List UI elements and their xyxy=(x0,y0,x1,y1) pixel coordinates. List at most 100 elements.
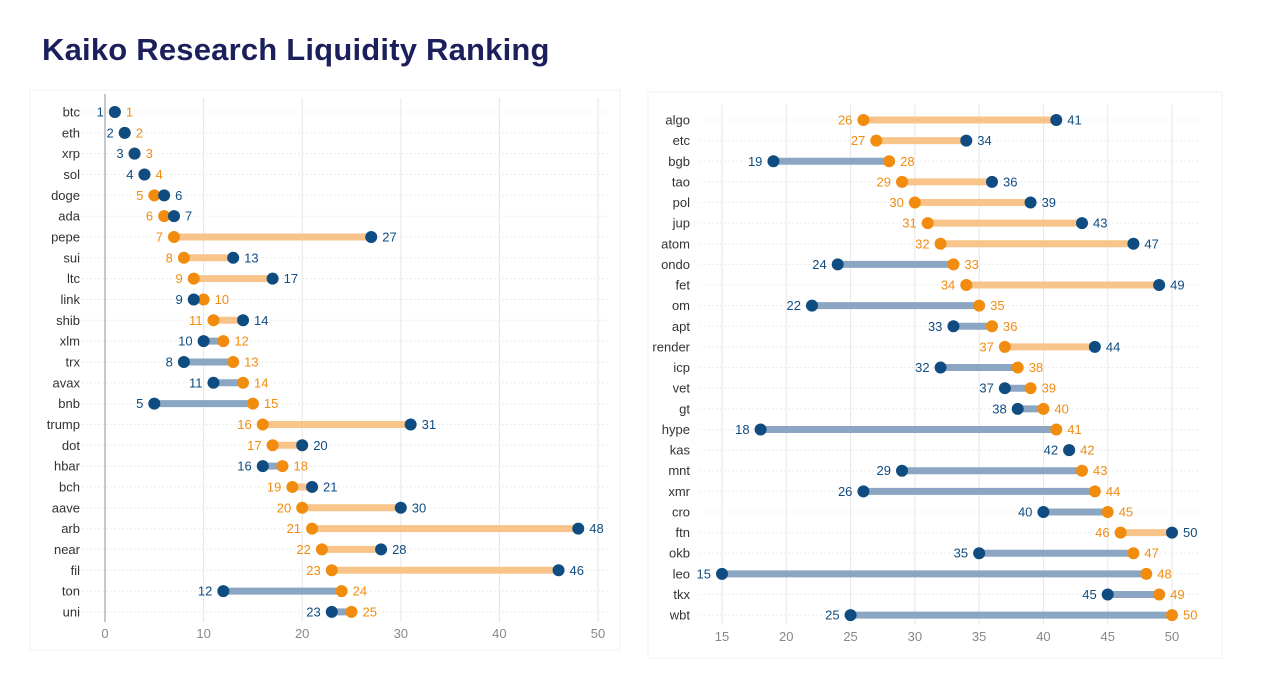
blue-dot xyxy=(1050,114,1063,126)
orange-dot xyxy=(1101,505,1114,518)
x-tick-label: 0 xyxy=(101,626,108,641)
blue-dot xyxy=(128,147,141,160)
orange-value-label: 23 xyxy=(306,563,320,578)
category-label: ada xyxy=(58,209,80,224)
row-ftn: ftn 50 46 xyxy=(676,525,1200,540)
panel-border xyxy=(29,89,621,651)
blue-value-label: 9 xyxy=(176,292,183,307)
blue-value-label: 45 xyxy=(1082,587,1096,602)
row-algo: algo 41 26 xyxy=(665,113,1200,128)
blue-value-label: 5 xyxy=(136,396,143,411)
blue-value-label: 29 xyxy=(877,463,891,478)
orange-value-label: 12 xyxy=(234,334,248,349)
category-label: arb xyxy=(61,521,80,536)
category-label: vet xyxy=(673,381,691,396)
blue-dot xyxy=(947,320,960,333)
row-jup: jup 43 31 xyxy=(672,216,1200,231)
blue-dot xyxy=(831,258,844,271)
orange-dot xyxy=(896,175,908,188)
orange-dot xyxy=(246,397,259,410)
blue-value-label: 6 xyxy=(175,188,182,203)
category-label: hbar xyxy=(54,459,81,474)
blue-dot xyxy=(256,460,269,473)
orange-value-label: 2 xyxy=(136,125,143,140)
category-label: shib xyxy=(56,313,80,328)
row-cro: cro 40 45 xyxy=(672,504,1200,519)
orange-dot xyxy=(148,189,161,202)
orange-value-label: 37 xyxy=(979,339,993,354)
row-vet: vet 37 39 xyxy=(673,381,1200,396)
category-label: om xyxy=(672,298,690,313)
orange-value-label: 36 xyxy=(1003,319,1017,334)
orange-dot xyxy=(934,237,947,250)
orange-dot xyxy=(1037,402,1050,415)
orange-dot xyxy=(1024,382,1037,395)
row-eth: eth 2 2 xyxy=(62,125,610,140)
x-tick-label: 20 xyxy=(295,626,309,641)
row-pol: pol 39 30 xyxy=(673,195,1200,210)
blue-value-label: 28 xyxy=(392,542,406,557)
row-link: link 9 10 xyxy=(60,292,610,307)
category-label: doge xyxy=(51,188,80,203)
x-tick-label: 35 xyxy=(972,629,986,644)
row-bnb: bnb 5 15 xyxy=(58,396,610,411)
orange-value-label: 50 xyxy=(1183,608,1197,623)
blue-dot xyxy=(716,567,728,580)
orange-dot xyxy=(1127,547,1140,560)
orange-dot xyxy=(1076,464,1088,477)
orange-dot xyxy=(986,320,998,333)
orange-dot xyxy=(960,279,973,292)
row-fet: fet 49 34 xyxy=(676,278,1200,293)
blue-value-label: 21 xyxy=(323,479,337,494)
category-label: near xyxy=(54,542,81,557)
orange-dot xyxy=(973,299,986,312)
blue-dot xyxy=(365,230,378,243)
orange-value-label: 45 xyxy=(1119,504,1133,519)
x-tick-label: 20 xyxy=(779,629,793,644)
orange-dot xyxy=(921,217,934,230)
category-label: leo xyxy=(673,566,690,581)
orange-dot xyxy=(306,522,319,535)
blue-dot xyxy=(138,168,151,181)
blue-value-label: 44 xyxy=(1106,339,1120,354)
blue-dot xyxy=(1076,217,1088,230)
orange-value-label: 15 xyxy=(264,396,278,411)
blue-value-label: 41 xyxy=(1067,113,1081,128)
orange-value-label: 18 xyxy=(293,459,307,474)
row-pepe: pepe 27 7 xyxy=(51,229,610,244)
orange-dot xyxy=(1114,526,1127,539)
blue-dot xyxy=(1063,444,1076,457)
category-label: aave xyxy=(52,500,80,515)
orange-dot xyxy=(237,376,250,389)
blue-dot xyxy=(266,272,279,285)
category-label: fil xyxy=(71,563,81,578)
blue-dot xyxy=(857,485,870,498)
blue-dot xyxy=(158,189,171,202)
category-label: btc xyxy=(63,105,81,120)
orange-value-label: 21 xyxy=(287,521,301,536)
orange-dot xyxy=(168,230,181,243)
orange-dot xyxy=(315,543,328,556)
row-doge: doge 6 5 xyxy=(51,188,610,203)
blue-value-label: 24 xyxy=(812,257,826,272)
orange-dot xyxy=(286,480,299,493)
orange-value-label: 19 xyxy=(267,479,281,494)
blue-dot xyxy=(1153,279,1166,292)
category-label: link xyxy=(60,292,80,307)
row-bgb: bgb 19 28 xyxy=(668,154,1200,169)
category-label: apt xyxy=(672,319,690,334)
blue-value-label: 43 xyxy=(1093,216,1107,231)
orange-value-label: 6 xyxy=(146,209,153,224)
row-tkx: tkx 45 49 xyxy=(673,587,1200,602)
category-label: dot xyxy=(62,438,80,453)
row-mnt: mnt 29 43 xyxy=(668,463,1200,478)
blue-dot xyxy=(754,423,767,436)
blue-dot xyxy=(960,134,973,147)
category-label: tao xyxy=(672,174,690,189)
blue-value-label: 17 xyxy=(284,271,298,286)
orange-dot xyxy=(1166,609,1178,622)
blue-value-label: 49 xyxy=(1170,278,1184,293)
chart-title: Kaiko Research Liquidity Ranking xyxy=(42,32,550,67)
row-kas: kas 42 42 xyxy=(670,443,1200,458)
orange-value-label: 32 xyxy=(915,236,929,251)
